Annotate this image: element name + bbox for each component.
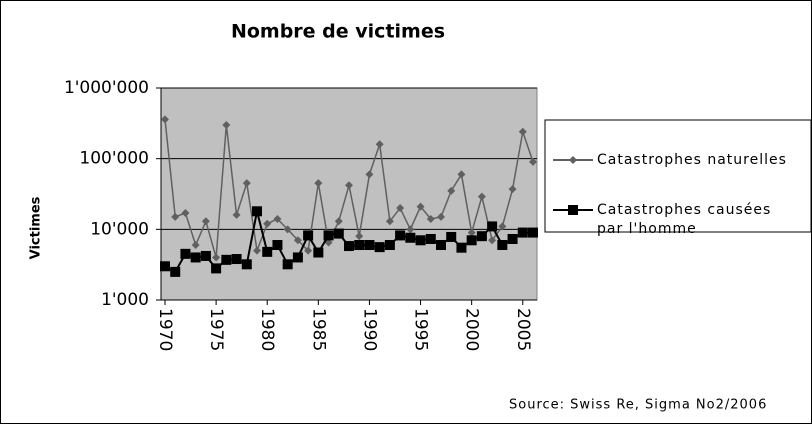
point xyxy=(345,181,353,190)
x-tick-label: 1985 xyxy=(308,308,328,351)
point xyxy=(457,170,466,179)
point xyxy=(406,225,415,234)
point xyxy=(293,236,302,245)
point xyxy=(221,254,232,265)
x-tick-label: 1975 xyxy=(206,308,226,351)
point xyxy=(518,127,527,136)
point xyxy=(231,254,242,265)
point xyxy=(385,217,394,226)
point xyxy=(252,206,262,217)
point xyxy=(517,227,528,238)
point xyxy=(170,266,181,277)
x-tick-label: 2000 xyxy=(462,308,482,351)
x-tick-label: 1970 xyxy=(155,308,175,351)
legend-marker xyxy=(569,156,577,164)
point xyxy=(333,228,344,239)
point xyxy=(241,259,252,270)
y-tick-label: 100'000 xyxy=(79,149,149,169)
point xyxy=(477,192,486,201)
point xyxy=(334,217,343,226)
legend-label: Catastrophes causées par l'homme xyxy=(597,202,771,237)
point xyxy=(323,230,334,241)
y-tick-label: 1'000'000 xyxy=(64,78,149,98)
point xyxy=(161,115,169,124)
legend-label-line: par l'homme xyxy=(597,221,697,237)
point xyxy=(476,231,487,242)
point xyxy=(355,232,364,241)
point xyxy=(200,250,211,261)
y-axis-title: Victimes xyxy=(29,196,44,259)
point xyxy=(365,170,374,179)
point xyxy=(292,252,303,263)
point xyxy=(507,233,518,244)
point xyxy=(190,252,201,263)
point xyxy=(272,240,283,251)
x-tick-label: 1995 xyxy=(411,308,431,351)
point xyxy=(232,210,241,219)
point xyxy=(222,120,231,129)
legend-marker xyxy=(568,205,578,215)
point xyxy=(191,241,200,250)
legend-box xyxy=(544,119,812,233)
point xyxy=(446,231,457,242)
point xyxy=(303,230,314,241)
point xyxy=(467,228,476,237)
point xyxy=(487,221,498,232)
point xyxy=(447,186,456,195)
point xyxy=(396,204,405,213)
point xyxy=(466,235,477,246)
point xyxy=(437,212,445,221)
point xyxy=(384,240,395,251)
point xyxy=(364,240,375,251)
point xyxy=(405,232,416,243)
legend-label-line: Catastrophes causées xyxy=(597,202,771,218)
point xyxy=(375,140,384,149)
point xyxy=(283,225,292,234)
point xyxy=(314,179,323,188)
source: Source: Swiss Re, Sigma No2/2006 xyxy=(509,398,767,413)
x-tick-label: 1980 xyxy=(257,308,277,351)
point xyxy=(416,202,425,211)
point xyxy=(436,240,446,251)
point xyxy=(201,217,210,226)
chart-title: Nombre de victimes xyxy=(231,21,445,43)
point xyxy=(212,253,221,262)
legend-label: Catastrophes naturelles xyxy=(597,152,787,168)
point xyxy=(344,241,354,252)
point xyxy=(263,219,272,228)
point xyxy=(253,246,261,255)
point xyxy=(354,240,365,251)
y-tick-label: 10'000 xyxy=(90,219,149,239)
point xyxy=(488,236,497,245)
point xyxy=(415,235,426,246)
point xyxy=(528,227,538,238)
point xyxy=(498,222,507,231)
x-tick-label: 1990 xyxy=(359,308,379,351)
point xyxy=(262,246,273,257)
point xyxy=(425,233,436,244)
point xyxy=(304,246,313,255)
point xyxy=(497,240,508,251)
point xyxy=(171,212,180,221)
point xyxy=(273,215,282,224)
point xyxy=(242,179,251,188)
point xyxy=(426,215,435,224)
point xyxy=(180,248,191,259)
point xyxy=(529,157,537,166)
point xyxy=(313,247,324,258)
point xyxy=(282,259,293,270)
point xyxy=(211,263,222,274)
y-tick-label: 1'000 xyxy=(101,290,149,310)
point xyxy=(508,185,517,194)
x-tick-label: 2005 xyxy=(513,308,533,351)
point xyxy=(374,242,385,253)
point xyxy=(181,209,190,218)
point xyxy=(456,242,467,253)
point xyxy=(160,261,170,272)
point xyxy=(395,230,406,241)
